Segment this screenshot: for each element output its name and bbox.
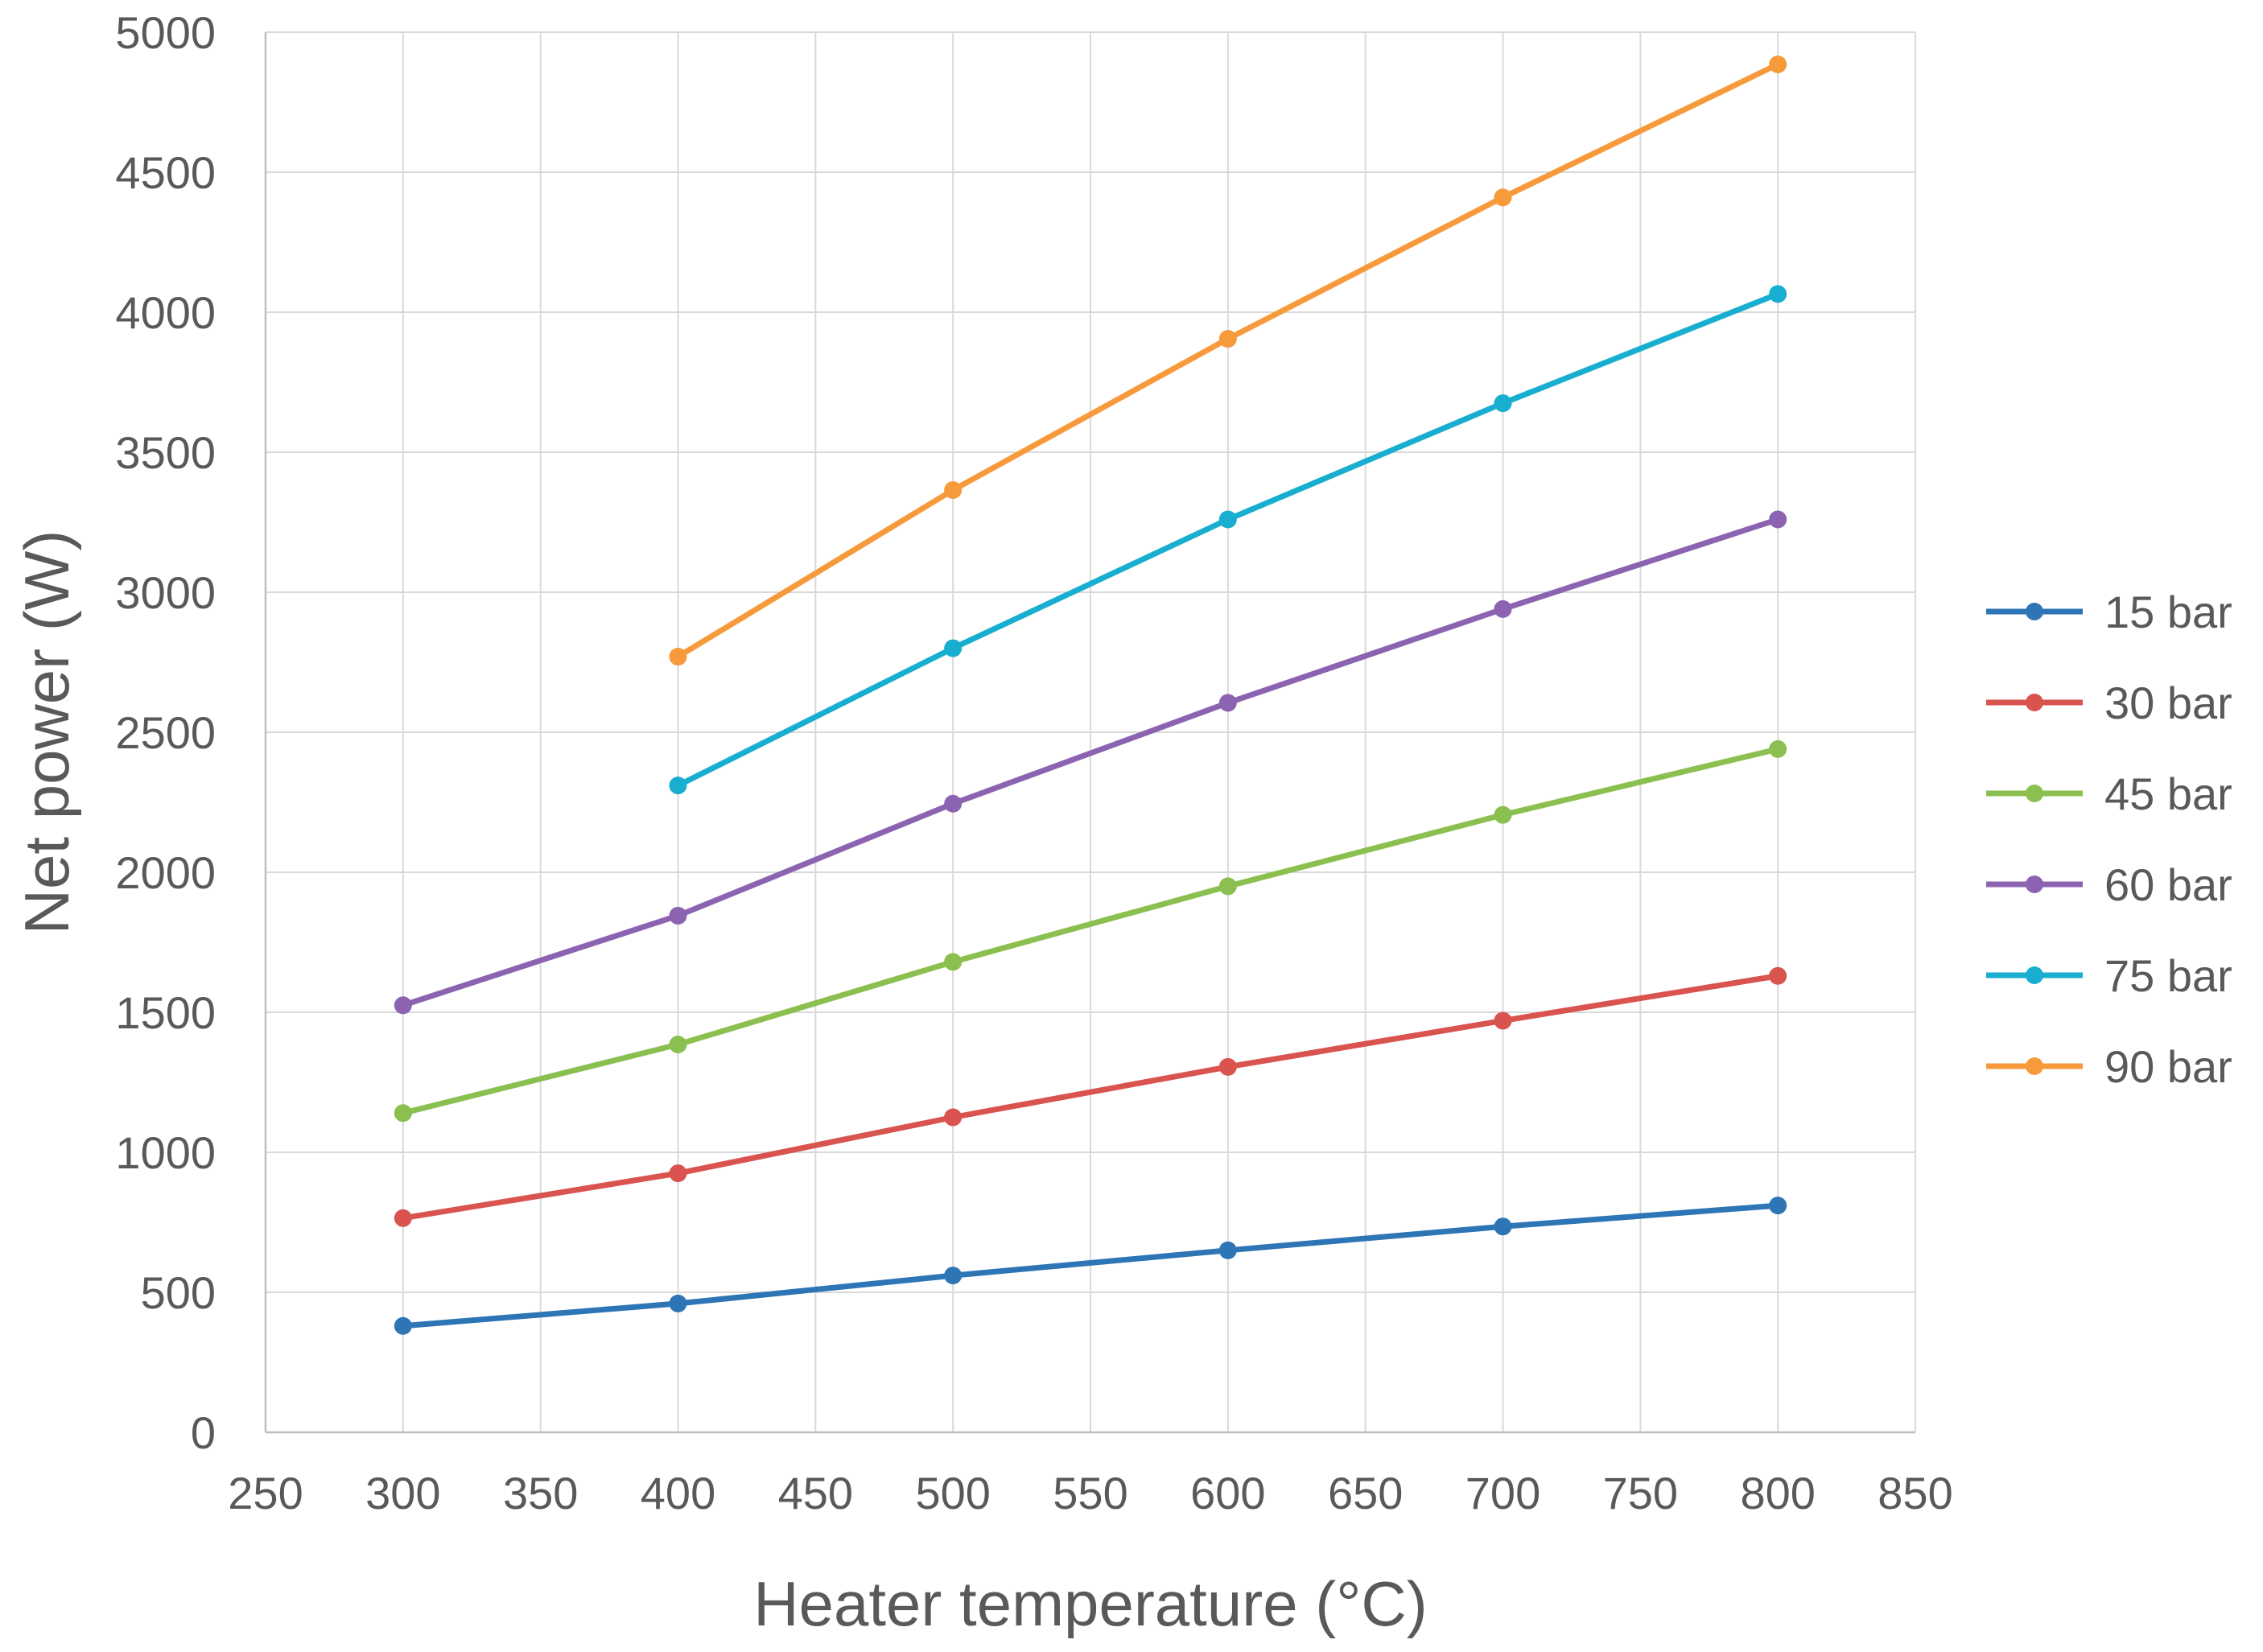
data-point-75-bar: [1494, 394, 1512, 413]
x-tick-label: 450: [778, 1468, 853, 1518]
legend-swatch-marker: [2026, 875, 2043, 893]
legend-swatch-marker: [2026, 603, 2043, 620]
data-point-30-bar: [944, 1108, 962, 1127]
data-point-75-bar: [944, 639, 962, 657]
data-point-15-bar: [669, 1294, 687, 1312]
series-60-bar: [394, 510, 1787, 1015]
x-tick-label: 250: [228, 1468, 303, 1518]
data-point-60-bar: [1218, 694, 1237, 712]
x-tick-label: 700: [1465, 1468, 1540, 1518]
data-point-45-bar: [394, 1104, 412, 1123]
data-point-90-bar: [669, 648, 687, 666]
x-tick-label: 750: [1603, 1468, 1678, 1518]
y-tick-label: 1500: [115, 987, 216, 1038]
legend-swatch-marker: [2026, 694, 2043, 711]
data-point-45-bar: [1494, 805, 1512, 824]
series-15-bar: [394, 1197, 1787, 1335]
axes: [264, 32, 1915, 1434]
y-tick-label: 1000: [115, 1127, 216, 1178]
x-tick-label: 850: [1878, 1468, 1952, 1518]
legend-swatch-marker: [2026, 785, 2043, 802]
data-point-45-bar: [1769, 739, 1787, 758]
series-45-bar: [394, 739, 1787, 1123]
legend-label: 90 bar: [2104, 1041, 2232, 1092]
legend-label: 30 bar: [2104, 678, 2232, 728]
x-tick-label: 350: [503, 1468, 578, 1518]
legend-item-30-bar: 30 bar: [1986, 678, 2232, 728]
legend-item-15-bar: 15 bar: [1986, 587, 2232, 637]
data-point-15-bar: [944, 1267, 962, 1285]
x-tick-label: 550: [1053, 1468, 1127, 1518]
legend-label: 60 bar: [2104, 859, 2232, 910]
data-point-45-bar: [669, 1036, 687, 1054]
data-point-75-bar: [1769, 285, 1787, 303]
data-point-15-bar: [394, 1316, 412, 1335]
y-tick-label: 5000: [115, 7, 216, 58]
data-point-45-bar: [944, 953, 962, 971]
y-tick-label: 3500: [115, 427, 216, 478]
x-tick-label: 300: [365, 1468, 440, 1518]
legend-item-60-bar: 60 bar: [1986, 859, 2232, 910]
legend-item-45-bar: 45 bar: [1986, 768, 2232, 819]
grid-lines: [265, 31, 1916, 1433]
data-point-60-bar: [394, 996, 412, 1015]
data-point-90-bar: [1494, 188, 1512, 207]
data-point-60-bar: [1769, 510, 1787, 529]
data-point-30-bar: [394, 1209, 412, 1227]
data-point-75-bar: [669, 777, 687, 795]
series-line-45-bar: [400, 746, 1781, 1116]
series-line-60-bar: [400, 517, 1781, 1008]
data-point-30-bar: [1769, 966, 1787, 985]
series-90-bar: [669, 56, 1787, 666]
legend-swatch-marker: [2026, 966, 2043, 984]
x-tick-label: 500: [915, 1468, 990, 1518]
tick-labels: 250 300 350 400 450 500 550 600 650 700 750 800 850 0…: [115, 7, 1952, 1518]
data-point-60-bar: [944, 794, 962, 813]
y-axis-title: Net power (W): [11, 530, 82, 935]
series-75-bar: [669, 285, 1787, 795]
x-tick-label: 650: [1328, 1468, 1403, 1518]
x-axis-title: Heater temperature (°C): [753, 1568, 1427, 1639]
y-tick-label: 2000: [115, 847, 216, 898]
data-point-60-bar: [669, 906, 687, 925]
y-tick-label: 4000: [115, 287, 216, 338]
x-tick-label: 600: [1190, 1468, 1265, 1518]
legend-item-75-bar: 75 bar: [1986, 950, 2232, 1001]
series-group: [394, 56, 1787, 1335]
data-point-60-bar: [1494, 599, 1512, 618]
y-tick-label: 500: [141, 1267, 216, 1318]
data-point-90-bar: [944, 480, 962, 499]
legend-label: 15 bar: [2104, 587, 2232, 637]
data-point-30-bar: [1218, 1057, 1237, 1076]
legend-swatch-marker: [2026, 1057, 2043, 1075]
legend-item-90-bar: 90 bar: [1986, 1041, 2232, 1092]
y-tick-label: 2500: [115, 707, 216, 758]
legend: 15 bar 30 bar 45 bar 60 bar 75 bar 90 bar: [1986, 587, 2232, 1092]
series-30-bar: [394, 966, 1787, 1227]
data-point-15-bar: [1494, 1217, 1512, 1236]
data-point-30-bar: [669, 1164, 687, 1183]
data-point-90-bar: [1769, 56, 1787, 74]
y-tick-label: 3000: [115, 567, 216, 618]
data-point-90-bar: [1218, 330, 1237, 348]
series-line-15-bar: [400, 1202, 1781, 1329]
y-tick-label: 0: [191, 1407, 216, 1458]
x-tick-label: 800: [1740, 1468, 1815, 1518]
legend-label: 45 bar: [2104, 768, 2232, 819]
data-point-15-bar: [1769, 1197, 1787, 1215]
data-point-45-bar: [1218, 877, 1237, 896]
data-point-30-bar: [1494, 1011, 1512, 1030]
series-line-30-bar: [400, 973, 1781, 1221]
y-tick-label: 4500: [115, 147, 216, 198]
legend-label: 75 bar: [2104, 950, 2232, 1001]
x-tick-label: 400: [641, 1468, 715, 1518]
data-point-75-bar: [1218, 510, 1237, 529]
data-point-15-bar: [1218, 1241, 1237, 1259]
